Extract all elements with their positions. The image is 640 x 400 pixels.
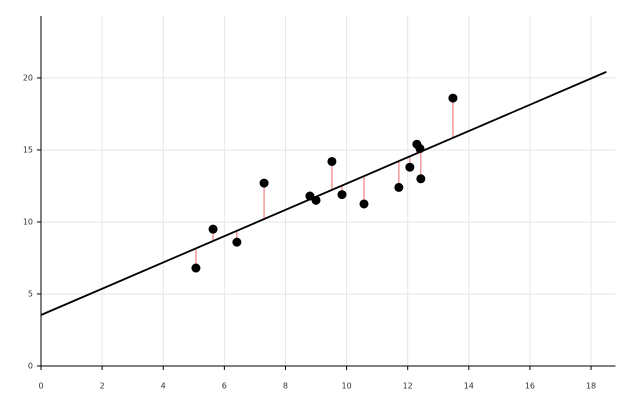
x-tick-label: 6 xyxy=(222,382,227,391)
point xyxy=(311,195,321,205)
x-tick-label: 12 xyxy=(403,382,413,391)
x-tick-label: 16 xyxy=(525,382,535,391)
point xyxy=(394,182,404,192)
x-tick-label: 0 xyxy=(38,382,43,391)
point xyxy=(415,144,425,154)
y-tick-label: 15 xyxy=(23,145,33,154)
y-tick-label: 20 xyxy=(23,73,33,82)
y-tick-label: 5 xyxy=(28,289,33,298)
point xyxy=(208,224,218,234)
x-tick-label: 18 xyxy=(586,382,596,391)
point xyxy=(405,162,415,172)
point xyxy=(337,190,347,200)
point xyxy=(259,178,269,188)
y-tick-label: 0 xyxy=(28,362,33,371)
x-tick-label: 14 xyxy=(464,382,474,391)
point xyxy=(327,156,337,166)
point xyxy=(448,93,458,103)
point xyxy=(359,199,369,209)
point xyxy=(232,237,242,247)
x-tick-label: 2 xyxy=(100,382,105,391)
fit-line xyxy=(40,71,607,316)
x-tick-label: 8 xyxy=(283,382,288,391)
point xyxy=(191,263,201,273)
point xyxy=(416,174,426,184)
x-tick-label: 4 xyxy=(161,382,166,391)
x-tick-label: 10 xyxy=(341,382,351,391)
y-tick-label: 10 xyxy=(23,217,33,226)
